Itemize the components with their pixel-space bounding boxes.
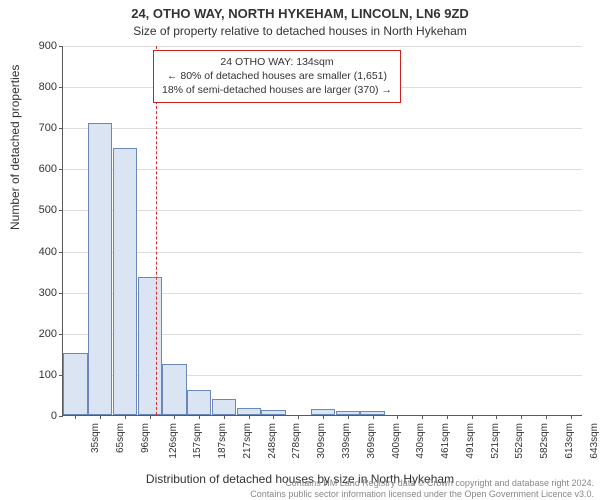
x-tick-label: 400sqm bbox=[390, 423, 401, 459]
x-tick-label: 309sqm bbox=[316, 423, 327, 459]
y-tick-label: 400 bbox=[39, 246, 57, 258]
x-tick-mark bbox=[174, 415, 175, 419]
histogram-bar bbox=[88, 123, 112, 415]
chart-title-line2: Size of property relative to detached ho… bbox=[0, 24, 600, 38]
y-tick-label: 500 bbox=[39, 204, 57, 216]
x-tick-mark bbox=[496, 415, 497, 419]
footer-line2: Contains public sector information licen… bbox=[250, 489, 594, 500]
annotation-line: ← 80% of detached houses are smaller (1,… bbox=[162, 69, 392, 83]
x-tick-mark bbox=[323, 415, 324, 419]
y-axis-title: Number of detached properties bbox=[8, 65, 22, 230]
y-tick-mark bbox=[59, 46, 63, 47]
x-tick-label: 96sqm bbox=[140, 423, 151, 453]
histogram-bar bbox=[237, 408, 261, 415]
y-tick-label: 300 bbox=[39, 287, 57, 299]
annotation-box: 24 OTHO WAY: 134sqm← 80% of detached hou… bbox=[153, 50, 401, 103]
histogram-bar bbox=[162, 364, 186, 415]
x-tick-mark bbox=[298, 415, 299, 419]
x-tick-mark bbox=[348, 415, 349, 419]
y-tick-label: 0 bbox=[51, 410, 57, 422]
x-tick-mark bbox=[397, 415, 398, 419]
y-tick-mark bbox=[59, 169, 63, 170]
x-tick-mark bbox=[273, 415, 274, 419]
y-tick-mark bbox=[59, 128, 63, 129]
x-tick-label: 157sqm bbox=[192, 423, 203, 459]
x-tick-label: 248sqm bbox=[266, 423, 277, 459]
annotation-line: 24 OTHO WAY: 134sqm bbox=[162, 55, 392, 69]
x-tick-mark bbox=[422, 415, 423, 419]
x-tick-mark bbox=[150, 415, 151, 419]
x-tick-label: 521sqm bbox=[489, 423, 500, 459]
x-tick-label: 278sqm bbox=[291, 423, 302, 459]
x-tick-label: 461sqm bbox=[440, 423, 451, 459]
gridline bbox=[63, 210, 582, 211]
gridline bbox=[63, 252, 582, 253]
footer-line1: Contains HM Land Registry data © Crown c… bbox=[250, 478, 594, 489]
y-tick-mark bbox=[59, 293, 63, 294]
x-tick-label: 126sqm bbox=[167, 423, 178, 459]
y-tick-label: 100 bbox=[39, 369, 57, 381]
histogram-bar bbox=[212, 399, 236, 415]
y-tick-label: 200 bbox=[39, 328, 57, 340]
x-tick-label: 613sqm bbox=[564, 423, 575, 459]
gridline bbox=[63, 169, 582, 170]
x-tick-label: 491sqm bbox=[465, 423, 476, 459]
footer-attribution: Contains HM Land Registry data © Crown c… bbox=[250, 478, 594, 500]
plot-area: 010020030040050060070080090035sqm65sqm96… bbox=[62, 46, 582, 416]
x-tick-mark bbox=[199, 415, 200, 419]
x-tick-label: 582sqm bbox=[539, 423, 550, 459]
x-tick-mark bbox=[125, 415, 126, 419]
y-tick-mark bbox=[59, 252, 63, 253]
chart-title-line1: 24, OTHO WAY, NORTH HYKEHAM, LINCOLN, LN… bbox=[0, 6, 600, 21]
x-tick-label: 369sqm bbox=[366, 423, 377, 459]
histogram-bar bbox=[187, 390, 211, 415]
x-tick-label: 339sqm bbox=[341, 423, 352, 459]
histogram-bar bbox=[113, 148, 137, 415]
histogram-bar bbox=[63, 353, 87, 415]
y-tick-label: 800 bbox=[39, 81, 57, 93]
x-tick-mark bbox=[373, 415, 374, 419]
chart-container: 24, OTHO WAY, NORTH HYKEHAM, LINCOLN, LN… bbox=[0, 0, 600, 500]
x-tick-label: 187sqm bbox=[217, 423, 228, 459]
x-tick-label: 35sqm bbox=[90, 423, 101, 453]
y-tick-label: 900 bbox=[39, 40, 57, 52]
x-tick-mark bbox=[472, 415, 473, 419]
x-tick-mark bbox=[249, 415, 250, 419]
x-tick-label: 65sqm bbox=[115, 423, 126, 453]
y-tick-mark bbox=[59, 87, 63, 88]
x-tick-label: 643sqm bbox=[588, 423, 599, 459]
y-tick-label: 600 bbox=[39, 163, 57, 175]
x-tick-label: 217sqm bbox=[242, 423, 253, 459]
histogram-bar bbox=[138, 277, 162, 415]
x-tick-mark bbox=[100, 415, 101, 419]
y-tick-mark bbox=[59, 416, 63, 417]
y-tick-mark bbox=[59, 334, 63, 335]
x-tick-mark bbox=[571, 415, 572, 419]
x-tick-mark bbox=[75, 415, 76, 419]
x-tick-mark bbox=[224, 415, 225, 419]
x-tick-label: 552sqm bbox=[514, 423, 525, 459]
x-tick-mark bbox=[546, 415, 547, 419]
annotation-line: 18% of semi-detached houses are larger (… bbox=[162, 83, 392, 97]
gridline bbox=[63, 46, 582, 47]
y-tick-label: 700 bbox=[39, 122, 57, 134]
x-tick-mark bbox=[447, 415, 448, 419]
x-tick-mark bbox=[521, 415, 522, 419]
gridline bbox=[63, 128, 582, 129]
y-tick-mark bbox=[59, 210, 63, 211]
x-tick-label: 430sqm bbox=[415, 423, 426, 459]
